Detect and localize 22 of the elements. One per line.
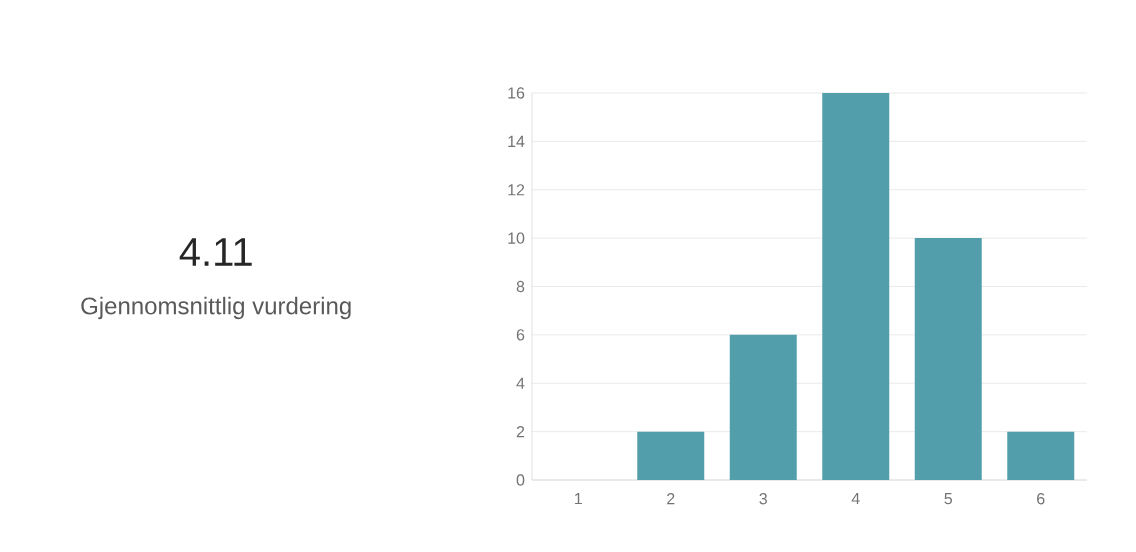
text: 4.11 (179, 238, 252, 266)
bar (914, 238, 982, 480)
x-tick-label: 2 (667, 493, 675, 505)
bar (637, 431, 705, 480)
y-tick-label: 6 (516, 329, 525, 341)
bar (729, 334, 797, 480)
x-tick-label: 1 (575, 493, 582, 505)
y-tick-label: 0 (516, 474, 525, 486)
x-tick-label: 4 (851, 493, 860, 505)
bar (822, 93, 890, 480)
y-tick-label: 12 (508, 184, 525, 196)
y-tick-label: 10 (508, 232, 525, 244)
x-tick-label: 5 (944, 493, 953, 505)
x-tick-label: 6 (1037, 493, 1045, 505)
y-tick-label: 8 (516, 280, 525, 293)
y-tick-label: 2 (516, 426, 525, 438)
bar (1007, 431, 1075, 480)
y-tick-label: 4 (516, 377, 525, 389)
x-tick-label: 3 (759, 493, 767, 505)
y-tick-label: 14 (508, 135, 525, 147)
text: Gjennomsnittlig vurdering (81, 296, 351, 320)
y-tick-label: 16 (508, 87, 525, 99)
